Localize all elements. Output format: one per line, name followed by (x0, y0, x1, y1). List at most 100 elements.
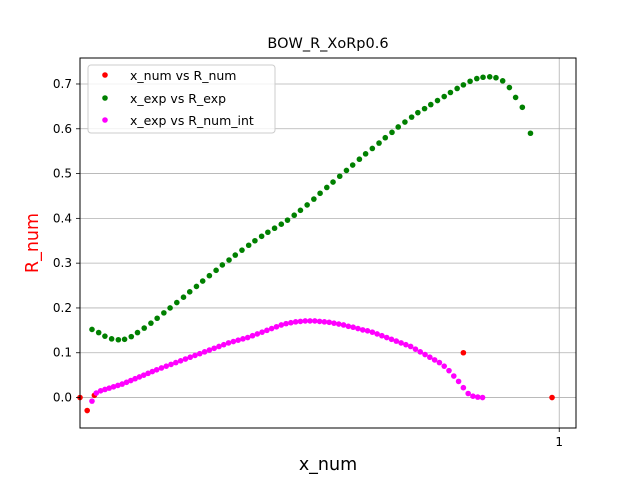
point-int (140, 372, 147, 378)
axis-ticks: 0.0 0.1 0.2 0.3 0.4 0.5 0.6 0.7 1 (53, 77, 563, 449)
point-int (268, 325, 275, 332)
point-num (460, 349, 467, 356)
point-exp (95, 329, 102, 336)
point-exp (434, 97, 441, 104)
y-tick-label: 0.0 (53, 391, 72, 405)
point-int (364, 328, 371, 334)
point-int (412, 346, 419, 352)
point-int (145, 370, 151, 377)
point-int (102, 386, 108, 393)
point-int (216, 343, 222, 350)
point-exp (376, 140, 382, 146)
point-int (321, 319, 328, 325)
point-exp (427, 101, 434, 108)
point-exp (382, 134, 389, 141)
point-int (136, 374, 143, 380)
point-exp (278, 221, 285, 227)
point-int (451, 373, 457, 379)
point-int (479, 394, 486, 401)
legend-label-num: x_num vs R_num (130, 68, 236, 83)
point-int (106, 385, 113, 391)
series-1 (89, 74, 534, 343)
point-int (470, 393, 476, 400)
x-tick-label: 1 (555, 435, 563, 449)
point-int (128, 377, 134, 384)
y-tick-label: 0.5 (53, 167, 72, 181)
point-exp (174, 299, 180, 306)
point-exp (441, 93, 448, 100)
data-points (77, 74, 555, 414)
point-exp (193, 283, 200, 290)
point-exp (265, 229, 271, 236)
point-exp (115, 336, 122, 343)
point-exp (474, 75, 480, 82)
point-int (427, 354, 433, 361)
point-int (388, 336, 395, 343)
point-int (460, 384, 467, 391)
point-exp (486, 74, 493, 80)
legend-label-int: x_exp vs R_num_int (130, 113, 254, 128)
y-tick-label: 0.4 (53, 211, 72, 225)
point-int (89, 398, 95, 404)
point-int (359, 327, 366, 333)
point-int (297, 318, 304, 325)
point-int (163, 363, 170, 369)
point-int (278, 322, 285, 328)
point-exp (454, 85, 460, 92)
point-int (206, 347, 213, 353)
point-exp (311, 196, 317, 202)
point-num (549, 394, 555, 401)
point-int (187, 354, 194, 361)
point-int (292, 319, 299, 325)
point-int (197, 350, 203, 357)
point-exp (460, 82, 467, 88)
point-int (465, 390, 471, 397)
point-exp (186, 289, 193, 295)
point-int (474, 394, 481, 400)
point-int (340, 322, 347, 328)
point-exp (199, 278, 206, 284)
point-int (119, 381, 125, 387)
point-exp (389, 129, 395, 136)
point-int (153, 366, 160, 373)
point-int (374, 331, 380, 337)
point-exp (356, 156, 363, 163)
point-exp (167, 305, 173, 311)
point-exp (206, 272, 213, 279)
point-int (173, 359, 179, 366)
point-int (110, 383, 117, 390)
point-int (393, 338, 400, 344)
point-exp (297, 207, 304, 214)
y-tick-label: 0.3 (53, 256, 72, 270)
point-int (345, 323, 352, 330)
point-int (244, 334, 251, 341)
point-int (403, 341, 409, 348)
legend-label-exp: x_exp vs R_exp (130, 91, 226, 106)
point-exp (512, 94, 519, 101)
point-int (383, 334, 390, 341)
point-int (379, 332, 385, 339)
x-axis-label: x_num (299, 455, 357, 475)
point-exp (421, 105, 428, 112)
point-exp (349, 162, 356, 168)
point-int (316, 318, 323, 325)
point-int (177, 358, 184, 364)
point-int (355, 325, 361, 332)
point-int (225, 340, 232, 346)
point-exp (304, 202, 310, 208)
point-exp (239, 247, 245, 253)
point-exp (291, 212, 298, 219)
point-int (331, 320, 337, 326)
point-int (307, 318, 313, 324)
point-int (158, 365, 165, 371)
point-num (84, 407, 90, 414)
point-exp (226, 257, 232, 263)
legend-box (87, 64, 276, 134)
point-exp (154, 315, 160, 322)
point-exp (245, 242, 252, 249)
point-int (264, 327, 270, 334)
point-int (302, 318, 309, 324)
point-int (149, 368, 156, 375)
point-exp (362, 151, 369, 157)
